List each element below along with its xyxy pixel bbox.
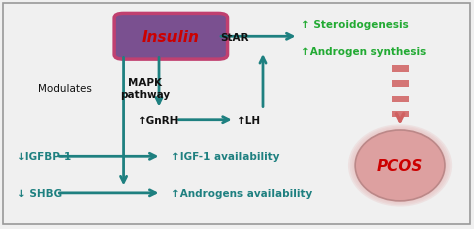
FancyBboxPatch shape xyxy=(114,14,228,60)
FancyBboxPatch shape xyxy=(392,111,409,118)
Text: ↑Androgens availability: ↑Androgens availability xyxy=(171,188,312,198)
Text: ↑GnRH: ↑GnRH xyxy=(138,115,180,125)
FancyBboxPatch shape xyxy=(119,16,223,58)
Text: ↑LH: ↑LH xyxy=(237,115,261,125)
Text: MAPK
pathway: MAPK pathway xyxy=(120,78,170,99)
Text: PCOS: PCOS xyxy=(377,158,423,173)
FancyBboxPatch shape xyxy=(121,17,220,57)
FancyBboxPatch shape xyxy=(392,66,409,73)
Text: ↑ Steroidogenesis: ↑ Steroidogenesis xyxy=(301,20,409,30)
Text: Insulin: Insulin xyxy=(142,30,200,45)
Text: ↓ SHBG: ↓ SHBG xyxy=(17,188,63,198)
FancyBboxPatch shape xyxy=(126,19,216,55)
Ellipse shape xyxy=(355,131,445,201)
Text: ↑Androgen synthesis: ↑Androgen synthesis xyxy=(301,47,426,57)
FancyBboxPatch shape xyxy=(124,18,218,56)
Text: ↑IGF-1 availability: ↑IGF-1 availability xyxy=(171,152,279,162)
Ellipse shape xyxy=(350,126,450,205)
FancyBboxPatch shape xyxy=(392,81,409,88)
FancyBboxPatch shape xyxy=(117,15,225,59)
Text: Modulates: Modulates xyxy=(37,83,91,93)
Ellipse shape xyxy=(352,128,448,204)
Text: ↓IGFBP-1: ↓IGFBP-1 xyxy=(17,152,73,162)
FancyBboxPatch shape xyxy=(392,96,409,103)
Text: StAR: StAR xyxy=(220,33,249,43)
Ellipse shape xyxy=(348,125,452,207)
Ellipse shape xyxy=(353,129,447,202)
